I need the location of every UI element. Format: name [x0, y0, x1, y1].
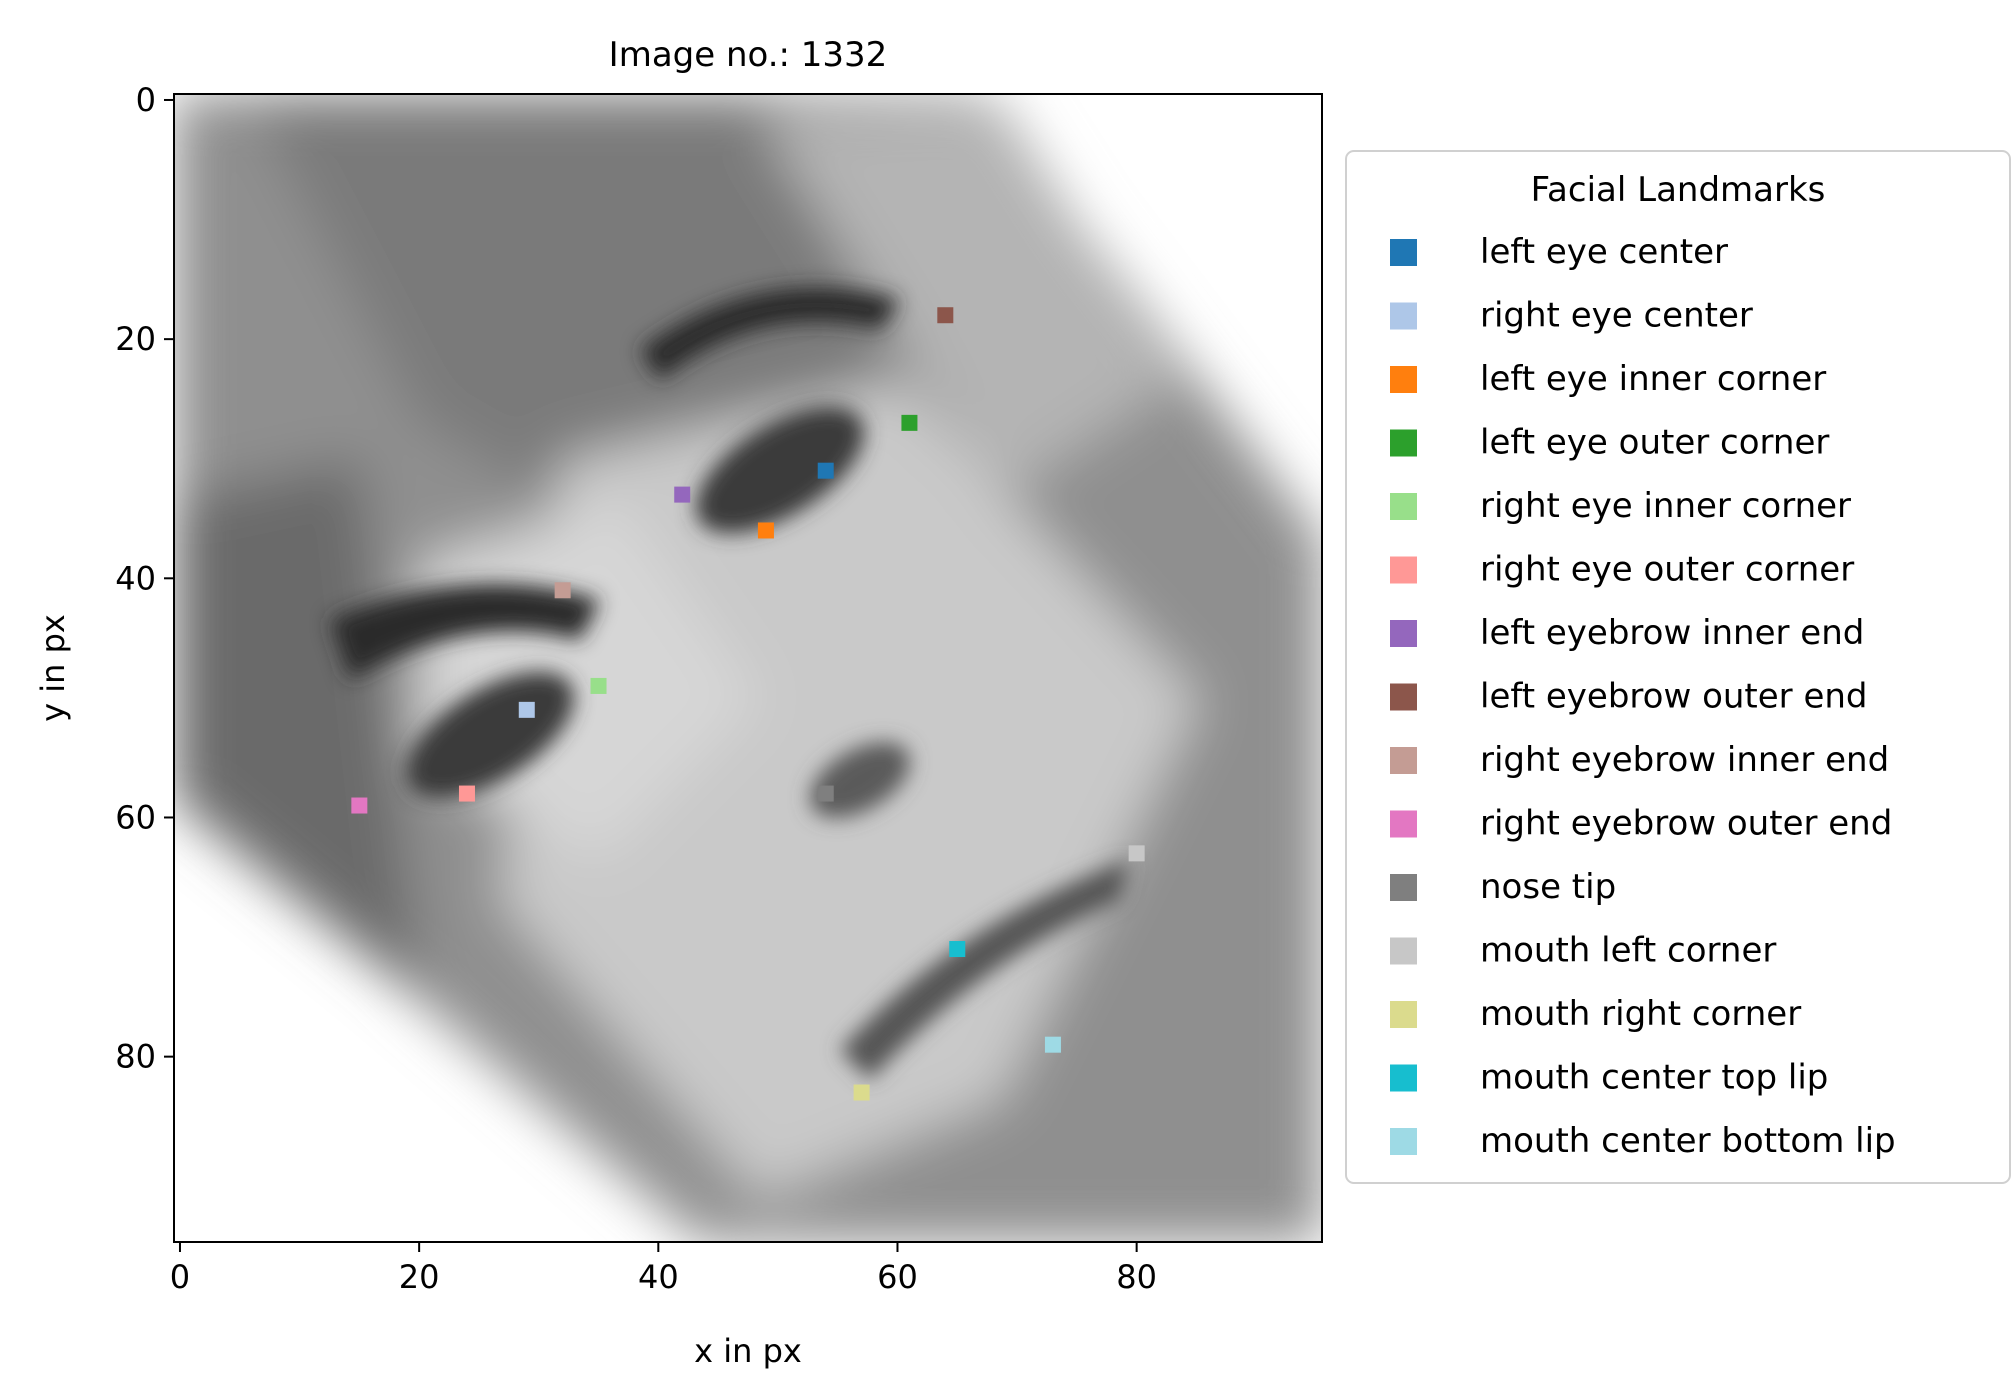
landmark-point: [901, 415, 917, 431]
x-tick-label: 40: [638, 1258, 679, 1296]
landmark-point: [949, 941, 965, 957]
legend-swatch: [1390, 1001, 1417, 1028]
landmark-point: [1129, 845, 1145, 861]
landmark-point: [854, 1085, 870, 1101]
y-tick-label: 80: [115, 1038, 156, 1076]
legend-swatch: [1390, 493, 1417, 520]
landmark-point: [591, 678, 607, 694]
legend-label: nose tip: [1480, 867, 1616, 907]
legend-label: left eye inner corner: [1480, 359, 1826, 399]
y-tick-label: 20: [115, 320, 156, 358]
x-tick-label: 60: [877, 1258, 918, 1296]
legend-swatch: [1390, 938, 1417, 965]
legend-label: left eyebrow inner end: [1480, 613, 1864, 653]
legend-swatch: [1390, 366, 1417, 393]
legend-swatch: [1390, 620, 1417, 647]
legend-label: left eye outer corner: [1480, 423, 1829, 463]
legend-label: mouth right corner: [1480, 994, 1801, 1034]
landmark-point: [937, 307, 953, 323]
landmark-point: [818, 463, 834, 479]
y-axis-label: y in px: [34, 614, 72, 722]
legend-swatch: [1390, 239, 1417, 266]
legend-label: left eye center: [1480, 232, 1728, 272]
chart-title: Image no.: 1332: [609, 35, 888, 75]
y-tick-label: 40: [115, 559, 156, 597]
legend-label: right eyebrow outer end: [1480, 804, 1892, 844]
x-tick-label: 80: [1116, 1258, 1157, 1296]
legend-swatch: [1390, 811, 1417, 838]
y-tick-label: 0: [136, 81, 156, 119]
x-axis-label: x in px: [694, 1332, 802, 1370]
face-image: [174, 94, 1322, 1242]
x-tick-label: 20: [399, 1258, 440, 1296]
landmark-point: [758, 522, 774, 538]
legend-swatch: [1390, 430, 1417, 457]
x-axis-ticks: 0 20 40 60 80: [170, 1242, 1157, 1296]
legend-label: left eyebrow outer end: [1480, 677, 1868, 717]
x-tick-label: 0: [170, 1258, 190, 1296]
legend-title: Facial Landmarks: [1531, 170, 1826, 210]
landmark-point: [459, 786, 475, 802]
landmark-point: [351, 798, 367, 814]
legend-swatch: [1390, 747, 1417, 774]
legend-label: right eye inner corner: [1480, 486, 1851, 526]
legend-swatch: [1390, 557, 1417, 584]
legend-swatch: [1390, 1065, 1417, 1092]
landmark-point: [555, 582, 571, 598]
legend-label: mouth center bottom lip: [1480, 1121, 1896, 1161]
legend: Facial Landmarks left eye center right ey…: [1346, 151, 2010, 1183]
legend-swatch: [1390, 874, 1417, 901]
legend-swatch: [1390, 303, 1417, 330]
y-tick-label: 60: [115, 798, 156, 836]
legend-label: mouth left corner: [1480, 931, 1776, 971]
legend-label: right eye outer corner: [1480, 550, 1854, 590]
landmark-point: [818, 786, 834, 802]
y-axis-ticks: 0 20 40 60 80: [115, 81, 174, 1076]
landmark-point: [519, 702, 535, 718]
landmark-point: [674, 487, 690, 503]
legend-swatch: [1390, 1128, 1417, 1155]
legend-label: right eyebrow inner end: [1480, 740, 1889, 780]
legend-label: right eye center: [1480, 296, 1753, 336]
landmark-point: [1045, 1037, 1061, 1053]
legend-swatch: [1390, 684, 1417, 711]
legend-label: mouth center top lip: [1480, 1058, 1828, 1098]
